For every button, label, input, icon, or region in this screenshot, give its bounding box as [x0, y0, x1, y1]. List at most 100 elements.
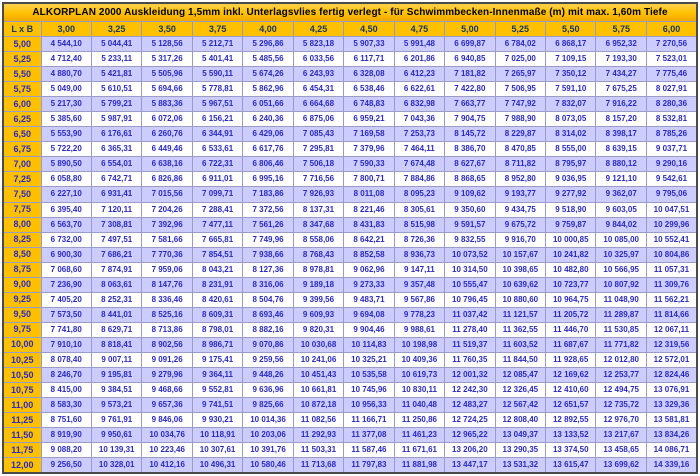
- table-row: 5,00 4 544,10 5 044,41 5 128,56 5 212,71 5 29…: [2, 35, 698, 53]
- price-cell: 7 405,20: [40, 291, 92, 308]
- price-cell: 11 503,31: [292, 442, 345, 459]
- price-cell: 8 095,23: [393, 186, 446, 203]
- price-cell: 7 025,00: [494, 51, 547, 68]
- price-cell: 7 674,48: [393, 156, 446, 173]
- price-cell: 11 292,93: [292, 427, 345, 444]
- price-cell: 6 117,71: [343, 51, 395, 68]
- price-cell: 12 724,25: [444, 412, 496, 429]
- price-cell: 7 591,10: [545, 81, 597, 98]
- row-label: 5,50: [2, 66, 42, 83]
- price-cell: 8 583,30: [40, 397, 92, 414]
- price-cell: 6 538,46: [343, 81, 395, 98]
- price-cell: 9 567,86: [393, 291, 446, 308]
- price-cell: 11 057,31: [645, 261, 698, 278]
- price-cell: 7 350,12: [545, 66, 597, 83]
- price-cell: 10 412,16: [141, 457, 193, 474]
- price-cell: 8 336,46: [141, 291, 193, 308]
- price-cell: 13 374,50: [545, 442, 597, 459]
- price-cell: 9 795,06: [645, 186, 698, 203]
- price-cell: 7 741,80: [40, 321, 92, 338]
- price-cell: 8 639,15: [595, 141, 647, 158]
- price-cell: 6 748,83: [343, 96, 395, 113]
- price-cell: 6 260,76: [141, 126, 193, 143]
- price-cell: 8 558,06: [292, 231, 345, 248]
- price-cell: 13 217,67: [595, 427, 647, 444]
- price-cell: 8 768,43: [292, 246, 345, 263]
- price-cell: 6 533,61: [191, 141, 244, 158]
- price-cell: 9 904,46: [343, 321, 395, 338]
- price-cell: 11 797,83: [343, 457, 395, 474]
- column-header: 6,00: [645, 21, 698, 37]
- price-cell: 7 477,11: [191, 216, 244, 233]
- price-cell: 6 832,98: [393, 96, 446, 113]
- price-cell: 10 830,11: [393, 382, 446, 399]
- price-cell: 7 874,91: [90, 261, 143, 278]
- price-cell: 12 085,47: [494, 367, 547, 384]
- price-cell: 8 504,76: [242, 291, 294, 308]
- price-cell: 8 986,71: [191, 336, 244, 353]
- row-label: 7,50: [2, 186, 42, 203]
- price-cell: 11 278,40: [444, 321, 496, 338]
- price-cell: 7 884,86: [393, 171, 446, 188]
- price-cell: 7 800,71: [343, 171, 395, 188]
- price-cell: 6 449,46: [141, 141, 193, 158]
- price-cell: 6 412,23: [393, 66, 446, 83]
- price-cell: 8 952,80: [494, 171, 547, 188]
- price-cell: 9 290,16: [645, 156, 698, 173]
- price-cell: 7 926,93: [292, 186, 345, 203]
- price-cell: 7 204,26: [141, 201, 193, 218]
- price-cell: 11 250,86: [393, 412, 446, 429]
- price-cell: 7 506,95: [494, 81, 547, 98]
- price-cell: 7 775,46: [645, 66, 698, 83]
- price-cell: 10 299,96: [645, 216, 698, 233]
- column-header: 4,00: [242, 21, 294, 37]
- column-header: 5,75: [595, 21, 647, 37]
- price-cell: 9 759,87: [545, 216, 597, 233]
- price-cell: 5 778,81: [191, 81, 244, 98]
- price-cell: 11 519,37: [444, 336, 496, 353]
- price-cell: 6 156,21: [191, 111, 244, 128]
- price-cell: 8 073,05: [545, 111, 597, 128]
- price-cell: 10 030,68: [292, 336, 345, 353]
- row-label: 8,00: [2, 216, 42, 233]
- price-cell: 12 572,01: [645, 351, 698, 369]
- price-cell: 5 217,30: [40, 96, 92, 113]
- row-label: 6,50: [2, 126, 42, 143]
- row-label: 8,50: [2, 246, 42, 263]
- price-cell: 6 051,66: [242, 96, 294, 113]
- table-row: 5,50 4 880,70 5 421,81 5 505,96 5 590,11 5 67…: [2, 66, 698, 83]
- price-cell: 11 814,66: [645, 306, 698, 323]
- price-cell: 5 233,11: [90, 51, 143, 68]
- price-cell: 10 223,46: [141, 442, 193, 459]
- price-cell: 7 675,25: [595, 81, 647, 98]
- row-label: 7,00: [2, 156, 42, 173]
- price-cell: 11 461,23: [393, 427, 446, 444]
- price-cell: 12 735,72: [595, 397, 647, 414]
- column-header: 4,50: [343, 21, 395, 37]
- price-cell: 10 391,76: [242, 442, 294, 459]
- price-cell: 7 938,66: [242, 246, 294, 263]
- price-cell: 5 317,26: [141, 51, 193, 68]
- corner-label: L x B: [2, 21, 42, 37]
- price-cell: 8 011,08: [343, 186, 395, 203]
- price-cell: 5 722,20: [40, 141, 92, 158]
- table-row: 9,50 7 573,50 8 441,01 8 525,16 8 609,31 8 69…: [2, 306, 698, 323]
- price-cell: 8 470,85: [494, 141, 547, 158]
- price-cell: 8 795,97: [545, 156, 597, 173]
- price-cell: 9 694,08: [343, 306, 395, 323]
- price-cell: 8 027,91: [645, 81, 698, 98]
- price-cell: 6 227,10: [40, 186, 92, 203]
- price-cell: 8 868,65: [444, 171, 496, 188]
- price-cell: 5 907,33: [343, 35, 395, 53]
- price-cell: 10 555,47: [444, 276, 496, 293]
- price-cell: 9 273,33: [343, 276, 395, 293]
- price-cell: 6 959,21: [343, 111, 395, 128]
- price-cell: 7 253,73: [393, 126, 446, 143]
- price-cell: 9 741,51: [191, 397, 244, 414]
- table-row: 11,00 8 583,30 9 573,21 9 657,36 9 741,51 9 8…: [2, 397, 698, 414]
- price-cell: 10 639,62: [494, 276, 547, 293]
- price-cell: 5 401,41: [191, 51, 244, 68]
- price-cell: 7 716,56: [292, 171, 345, 188]
- price-cell: 11 587,46: [343, 442, 395, 459]
- price-cell: 8 252,31: [90, 291, 143, 308]
